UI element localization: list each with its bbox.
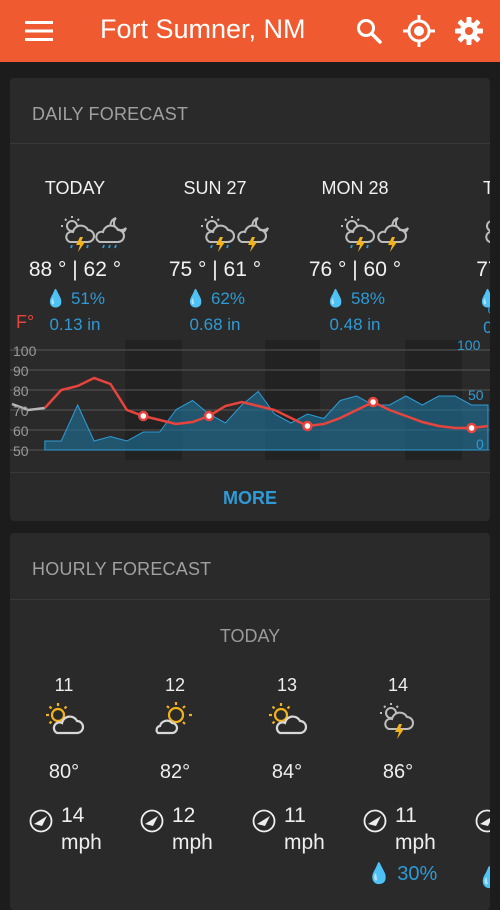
hour-temp: 84° (271, 761, 303, 783)
y-tick-80: 80 (13, 383, 29, 399)
temp-range: 88 ° | 62 ° (28, 258, 122, 281)
past-temp-line (11, 402, 45, 412)
partly-cloudy-icon (269, 703, 308, 735)
temp-marker (138, 410, 149, 422)
precip-area (44, 390, 489, 451)
day-label: TU (483, 178, 490, 198)
thunderstorm-sun-icon (380, 703, 414, 739)
partly-cloudy-icon (46, 703, 85, 735)
divider (10, 599, 490, 600)
precip-amount: 0.3 (483, 318, 490, 337)
day-label: TODAY (44, 178, 106, 198)
temp-marker (203, 410, 215, 422)
wind-unit: mph (395, 831, 436, 854)
chart-svg (10, 340, 490, 460)
y-tick-100: 100 (13, 343, 37, 359)
hourly-row[interactable]: 11 80° 14 mph 12 82° 12 mph 13 (10, 675, 490, 910)
hour-temp: 86° (382, 761, 414, 783)
temp-marker (367, 396, 379, 408)
precip-chance: 💧 62% (185, 289, 245, 308)
unit-label: F° (16, 312, 35, 332)
wind-unit: mph (61, 831, 102, 854)
wind-speed: 12 (172, 804, 196, 827)
y-tick-70: 70 (13, 403, 29, 419)
y-tick-50: 50 (13, 443, 29, 459)
temp-range: 77 ° (476, 258, 490, 281)
day-label: SUN 27 (183, 178, 247, 198)
wind-direction-icon (140, 809, 164, 833)
temperature-precip-chart[interactable] (10, 340, 490, 460)
daily-days-row[interactable]: TODAY 88 ° | 62 ° 💧 51% 0.13 in SUN 27 (10, 178, 490, 343)
location-icon[interactable] (400, 12, 438, 50)
thunderstorm-sun-icon (485, 220, 490, 243)
wind-speed: 14 (61, 804, 85, 827)
hour-label: 13 (276, 675, 298, 695)
wind-direction-icon (29, 809, 53, 833)
raindrop-icon: 💧 (325, 289, 347, 308)
raindrop-icon: 💧 (477, 867, 490, 889)
raindrop-icon: 💧 (45, 289, 67, 308)
gear-icon[interactable] (450, 12, 488, 50)
app-bar: Fort Sumner, NM (0, 0, 500, 62)
precip-chance: 💧 58% (325, 289, 385, 308)
wind-speed: 11 (395, 804, 417, 827)
hour-temp: 80° (48, 761, 80, 783)
menu-icon[interactable] (20, 12, 58, 50)
wind-direction-icon (363, 809, 387, 833)
hour-temp: 82° (159, 761, 191, 783)
temp-range: 76 ° | 60 ° (308, 258, 402, 281)
temp-marker (466, 422, 477, 434)
thunderstorm-moon-icon (237, 217, 269, 252)
wind-direction-icon (252, 809, 276, 833)
more-button[interactable]: MORE (223, 488, 277, 508)
precip-percent-sign: % (430, 303, 490, 323)
right-tick-50: 50 (468, 387, 484, 403)
precip-chance: 💧 51% (45, 289, 105, 308)
raindrop-icon: 💧 (185, 289, 207, 308)
precip-amount: 0.13 in (49, 315, 101, 334)
thunderstorm-sun-icon (61, 216, 95, 252)
thunderstorm-sun-icon (341, 216, 375, 252)
wind-unit: mph (172, 831, 213, 854)
hour-label: 11 (54, 675, 74, 695)
raindrop-icon: 💧 (477, 289, 490, 308)
hour-label: 12 (164, 675, 186, 695)
divider (10, 472, 490, 473)
wind-speed: 11 (284, 804, 306, 827)
thunderstorm-moon-icon (377, 217, 409, 252)
precip-amount: 0.48 in (329, 315, 381, 334)
daily-forecast-title: DAILY FORECAST (32, 104, 189, 124)
temp-marker (302, 420, 313, 432)
hourly-forecast-card: HOURLY FORECAST TODAY 11 80° 14 mph 12 8… (10, 533, 490, 910)
thunderstorm-sun-icon (201, 216, 235, 252)
sun-cloud-icon (155, 702, 192, 735)
hour-precip: 💧 30% (366, 863, 438, 885)
right-tick-0: 0 (476, 436, 484, 452)
wind-unit: mph (284, 831, 325, 854)
y-tick-90: 90 (13, 363, 29, 379)
day-label: MON 28 (321, 178, 389, 198)
temp-range: 75 ° | 61 ° (168, 258, 262, 281)
search-icon[interactable] (350, 12, 388, 50)
divider (10, 143, 490, 144)
wind-direction-icon (475, 809, 490, 833)
location-title[interactable]: Fort Sumner, NM (100, 14, 306, 44)
hour-label: 14 (387, 675, 409, 695)
precip-amount: 0.68 in (189, 315, 241, 334)
hourly-forecast-title: HOURLY FORECAST (32, 559, 212, 579)
y-tick-60: 60 (13, 423, 29, 439)
temp-line (43, 376, 489, 430)
precip-chance: 💧 5 (430, 289, 490, 309)
daily-forecast-card: DAILY FORECAST TODAY 88 ° | 62 ° 💧 51% 0… (10, 78, 490, 521)
right-tick-100: 100 (457, 337, 481, 353)
hourly-day-label: TODAY (219, 626, 281, 646)
cloud-moon-rain-icon (95, 217, 127, 249)
raindrop-icon: 💧 (366, 863, 392, 885)
